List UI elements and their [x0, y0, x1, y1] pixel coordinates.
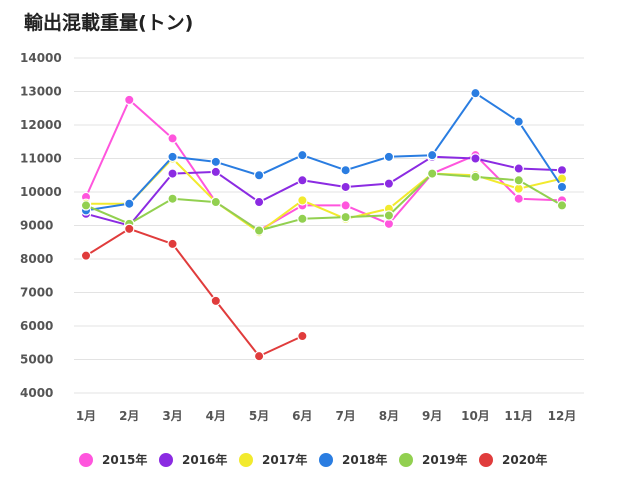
legend-marker — [159, 453, 173, 467]
y-axis-ticks: 4000 5000 6000 7000 8000 9000 10000 11000 12000 1… — [20, 51, 62, 400]
data-point — [124, 94, 135, 106]
data-point — [513, 163, 524, 174]
legend: 2015年 2016年 2017年 2018年 2019年 2020年 — [79, 452, 547, 467]
data-point — [556, 200, 568, 211]
x-tick-label: 4月 — [206, 409, 226, 423]
series-2020年 — [80, 223, 308, 362]
data-point — [253, 196, 265, 208]
data-point — [513, 175, 524, 186]
data-point — [80, 200, 92, 211]
legend-marker — [399, 453, 413, 467]
legend-label: 2019年 — [422, 452, 467, 467]
y-tick-label: 13000 — [20, 85, 62, 99]
series-line — [85, 98, 563, 232]
data-point — [383, 178, 395, 189]
y-tick-label: 6000 — [20, 319, 53, 333]
y-tick-label: 9000 — [20, 219, 53, 233]
data-point — [426, 149, 438, 161]
data-point — [253, 170, 265, 181]
series-line — [85, 172, 563, 232]
data-point — [297, 175, 308, 186]
data-point — [297, 195, 308, 206]
legend-marker — [79, 453, 93, 467]
legend-marker — [479, 453, 493, 467]
legend-item: 2019年 — [399, 452, 467, 467]
x-tick-label: 9月 — [422, 409, 442, 423]
data-point — [340, 211, 351, 223]
data-point — [340, 165, 351, 176]
legend-marker — [319, 453, 333, 467]
y-tick-label: 11000 — [20, 152, 62, 166]
data-point — [470, 87, 481, 99]
data-point — [210, 295, 222, 307]
series-2018年 — [80, 87, 568, 216]
y-tick-label: 4000 — [20, 386, 53, 400]
legend-item: 2017年 — [239, 452, 307, 467]
x-tick-label: 1月 — [76, 409, 96, 423]
data-point — [80, 250, 92, 261]
legend-label: 2018年 — [342, 452, 387, 467]
data-point — [124, 223, 135, 235]
legend-label: 2015年 — [102, 452, 147, 467]
legend-label: 2017年 — [262, 452, 307, 467]
legend-item: 2020年 — [479, 452, 547, 467]
data-point — [167, 193, 178, 204]
y-tick-label: 7000 — [20, 286, 53, 300]
series-lines — [80, 87, 568, 362]
data-point — [253, 225, 265, 236]
data-point — [556, 181, 568, 193]
data-point — [340, 181, 351, 193]
series-2015年 — [80, 94, 568, 236]
y-tick-label: 10000 — [20, 185, 62, 199]
x-tick-label: 5月 — [249, 409, 269, 423]
y-tick-label: 5000 — [20, 353, 53, 367]
data-point — [167, 238, 178, 250]
data-point — [210, 166, 222, 178]
data-point — [167, 133, 178, 144]
grid-lines — [74, 57, 584, 394]
legend-label: 2016年 — [182, 452, 227, 467]
x-tick-label: 10月 — [461, 409, 490, 423]
legend-item: 2015年 — [79, 452, 147, 467]
x-tick-label: 6月 — [292, 409, 312, 423]
data-point — [383, 151, 395, 163]
data-point — [340, 200, 351, 211]
legend-item: 2016年 — [159, 452, 227, 467]
x-tick-label: 11月 — [504, 409, 533, 423]
data-point — [297, 213, 308, 224]
series-2019年 — [80, 168, 568, 236]
chart-title: 輸出混載重量(トン) — [24, 12, 194, 34]
series-line — [85, 227, 303, 358]
data-point — [297, 149, 308, 161]
legend-marker — [239, 453, 253, 467]
data-point — [210, 196, 222, 208]
data-point — [383, 210, 395, 221]
x-tick-label: 8月 — [379, 409, 399, 423]
data-point — [167, 151, 178, 163]
data-point — [167, 168, 178, 179]
data-point — [513, 193, 524, 204]
legend-label: 2020年 — [502, 452, 547, 467]
data-point — [253, 350, 265, 362]
x-tick-label: 12月 — [548, 409, 577, 423]
data-point — [210, 156, 222, 168]
data-point — [124, 198, 135, 209]
x-tick-label: 7月 — [335, 409, 355, 423]
series-line — [85, 92, 563, 212]
data-point — [470, 171, 481, 183]
data-point — [297, 330, 308, 342]
x-tick-label: 2月 — [119, 409, 139, 423]
data-point — [426, 168, 438, 179]
y-tick-label: 12000 — [20, 118, 62, 132]
data-point — [513, 116, 524, 127]
data-point — [470, 153, 481, 164]
y-tick-label: 8000 — [20, 252, 53, 266]
legend-item: 2018年 — [319, 452, 387, 467]
x-tick-label: 3月 — [162, 409, 182, 423]
x-axis-ticks: 1月 2月 3月 4月 5月 6月 7月 8月 9月 10月 11月 12月 — [76, 409, 577, 423]
series-line — [85, 155, 563, 227]
y-tick-label: 14000 — [20, 51, 62, 65]
